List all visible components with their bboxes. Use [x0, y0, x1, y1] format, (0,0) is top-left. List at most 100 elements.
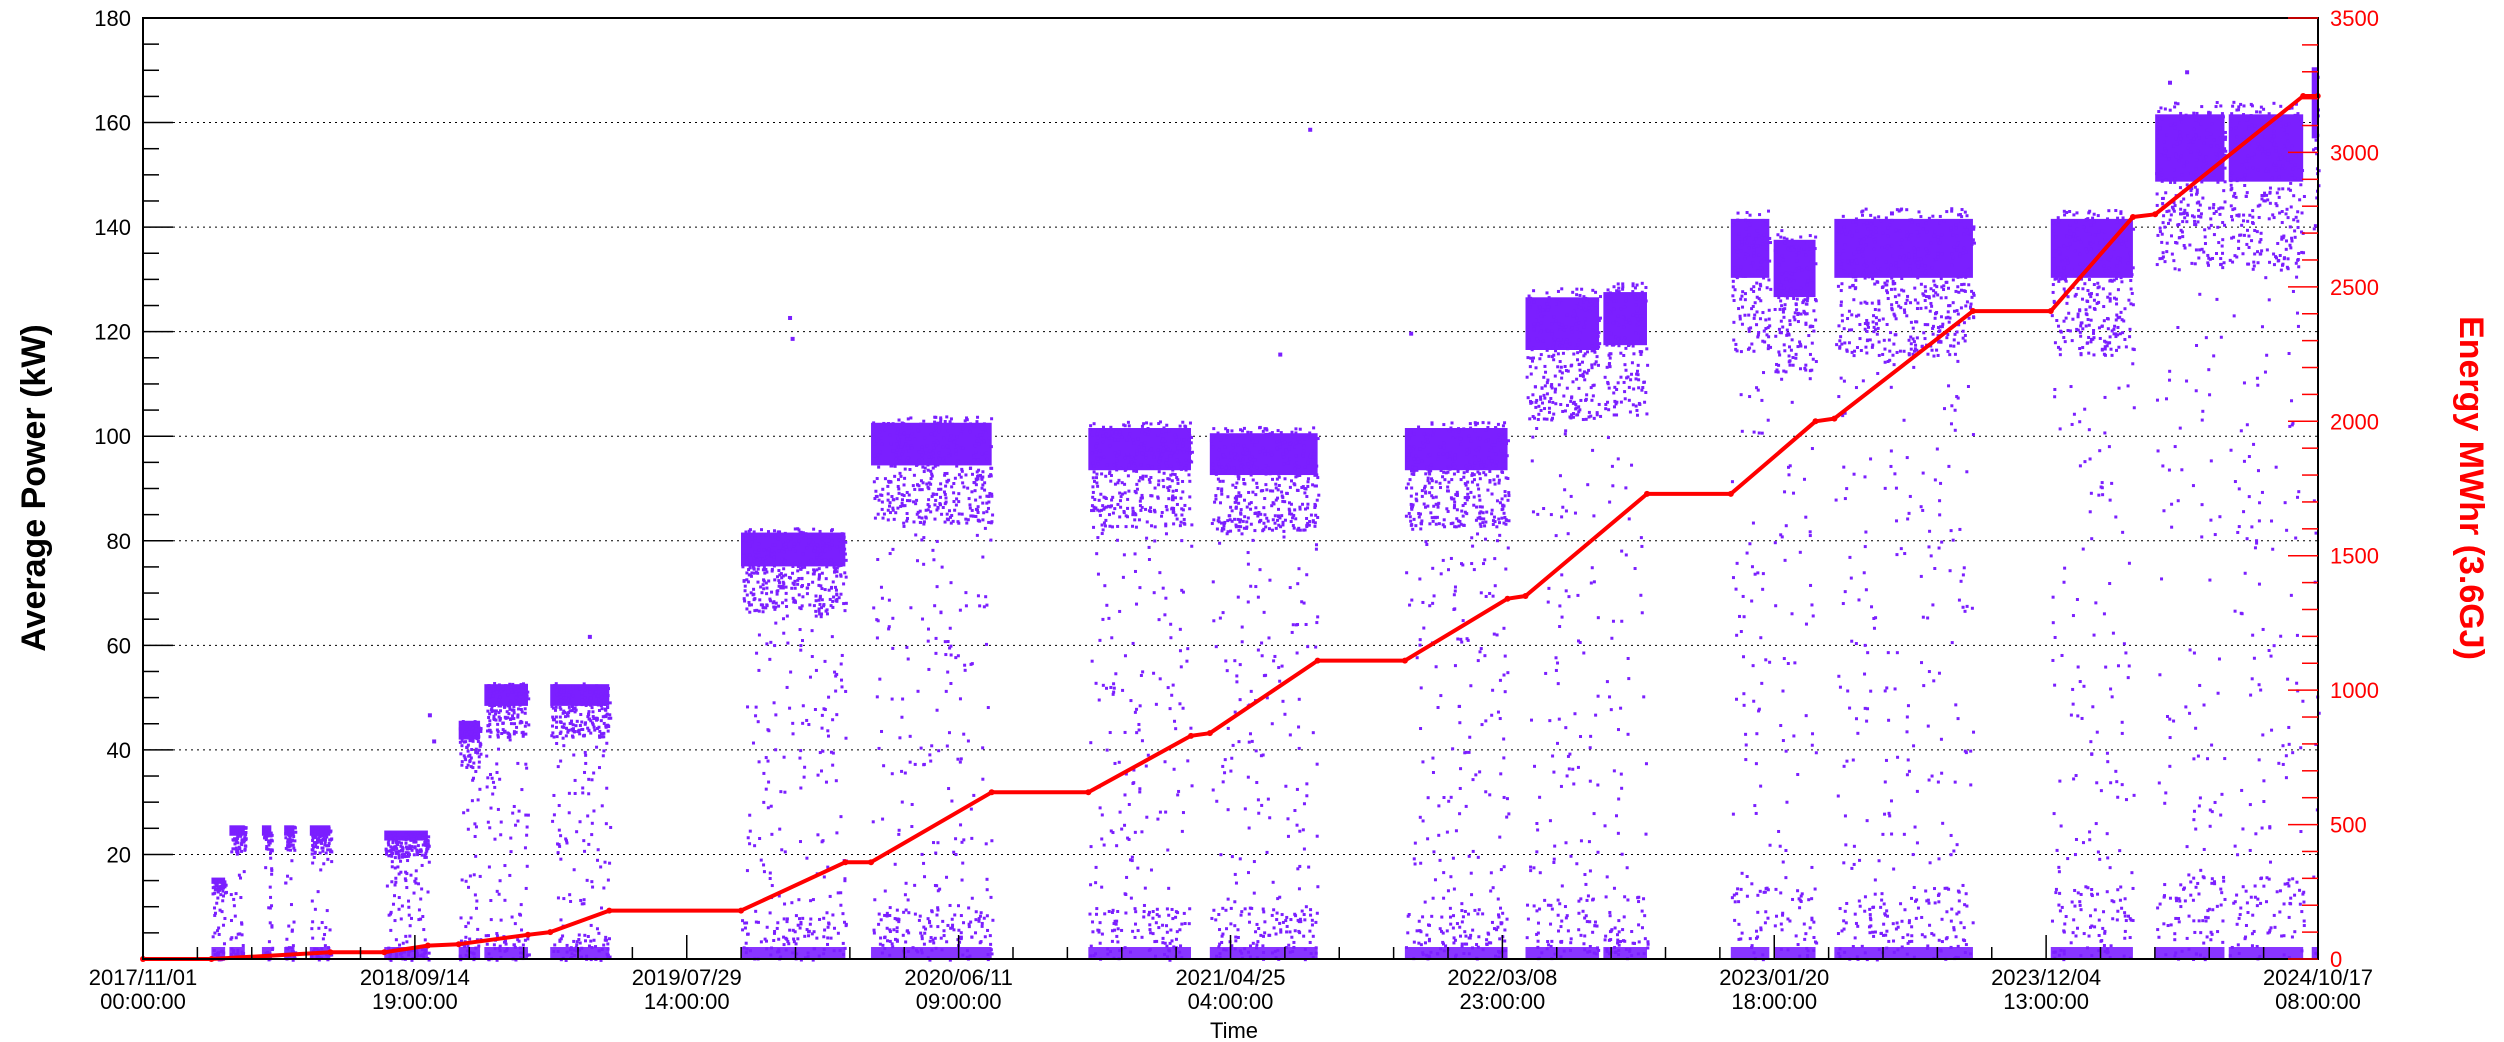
- power-point: [844, 575, 848, 579]
- power-point: [1495, 460, 1499, 464]
- power-point: [1140, 493, 1144, 497]
- power-point: [1468, 465, 1472, 469]
- power-point: [780, 848, 784, 852]
- power-point: [877, 922, 881, 926]
- power-point: [805, 856, 809, 860]
- power-point: [876, 512, 880, 516]
- power-point: [1161, 449, 1165, 453]
- power-point: [956, 520, 960, 524]
- power-point: [1425, 465, 1429, 469]
- power-point: [1119, 505, 1123, 509]
- power-point: [327, 842, 331, 846]
- power-point: [523, 724, 527, 728]
- power-point: [801, 531, 805, 535]
- power-point: [818, 549, 822, 553]
- power-point: [1449, 496, 1453, 500]
- power-point: [832, 926, 836, 930]
- power-point: [1229, 451, 1233, 455]
- power-point: [783, 559, 787, 563]
- power-point: [600, 695, 604, 699]
- power-point: [1174, 435, 1178, 439]
- power-point: [1458, 519, 1462, 523]
- power-point: [1445, 929, 1449, 933]
- power-point: [1473, 466, 1477, 470]
- power-point: [393, 832, 397, 836]
- power-point: [1552, 353, 1556, 357]
- power-point: [1222, 454, 1226, 458]
- power-point: [1564, 429, 1568, 433]
- power-point: [872, 928, 876, 932]
- power-point: [945, 517, 949, 521]
- power-point: [1506, 439, 1510, 443]
- power-point: [1499, 906, 1503, 910]
- power-point: [583, 688, 587, 692]
- power-point: [1290, 479, 1294, 483]
- power-point: [764, 606, 768, 610]
- power-point: [1422, 432, 1426, 436]
- power-point: [1274, 482, 1278, 486]
- power-point: [1210, 522, 1214, 526]
- power-point: [288, 834, 292, 838]
- power-point: [1560, 515, 1564, 519]
- power-point: [1127, 463, 1131, 467]
- power-point: [1167, 886, 1171, 890]
- power-point: [1455, 517, 1459, 521]
- power-point: [1557, 929, 1561, 933]
- power-point: [310, 852, 314, 856]
- power-point: [934, 443, 938, 447]
- power-point: [840, 685, 844, 689]
- power-point: [888, 552, 892, 556]
- power-point: [901, 426, 905, 430]
- power-point: [1315, 473, 1319, 477]
- power-point: [965, 418, 969, 422]
- power-point: [1116, 502, 1120, 506]
- power-point: [840, 532, 844, 536]
- power-point: [751, 741, 755, 745]
- power-point: [1113, 482, 1117, 486]
- power-point: [879, 918, 883, 922]
- power-point: [1419, 943, 1423, 947]
- power-point: [236, 851, 240, 855]
- power-point: [775, 589, 779, 593]
- power-point: [1161, 443, 1165, 447]
- power-point: [266, 847, 270, 851]
- power-point: [1284, 919, 1288, 923]
- power-point: [1306, 506, 1310, 510]
- power-point: [325, 844, 329, 848]
- power-point: [1155, 907, 1159, 911]
- power-point: [1304, 905, 1308, 909]
- power-point: [1178, 649, 1182, 653]
- power-point: [240, 843, 244, 847]
- power-point: [589, 923, 593, 927]
- power-point: [1459, 437, 1463, 441]
- power-point: [587, 710, 591, 714]
- power-point: [924, 508, 928, 512]
- power-point: [1452, 941, 1456, 945]
- power-point: [497, 747, 501, 751]
- power-point: [878, 942, 882, 946]
- power-point: [1121, 688, 1125, 692]
- power-point: [396, 851, 400, 855]
- power-point: [459, 916, 463, 920]
- power-point: [1140, 505, 1144, 509]
- power-point: [1141, 474, 1145, 478]
- power-point: [814, 668, 818, 672]
- power-point: [1240, 463, 1244, 467]
- power-point: [562, 688, 566, 692]
- power-point: [939, 482, 943, 486]
- power-point: [1592, 812, 1596, 816]
- power-point: [1170, 451, 1174, 455]
- power-point: [324, 834, 328, 838]
- power-point: [1474, 423, 1478, 427]
- power-point: [470, 748, 474, 752]
- power-point: [933, 421, 937, 425]
- power-point: [1428, 453, 1432, 457]
- power-point: [1302, 449, 1306, 453]
- power-point: [294, 830, 298, 834]
- power-point: [489, 773, 493, 777]
- power-point: [872, 606, 876, 610]
- power-point: [1101, 617, 1105, 621]
- power-point: [746, 705, 750, 709]
- power-point: [323, 831, 327, 835]
- power-point: [1129, 699, 1133, 703]
